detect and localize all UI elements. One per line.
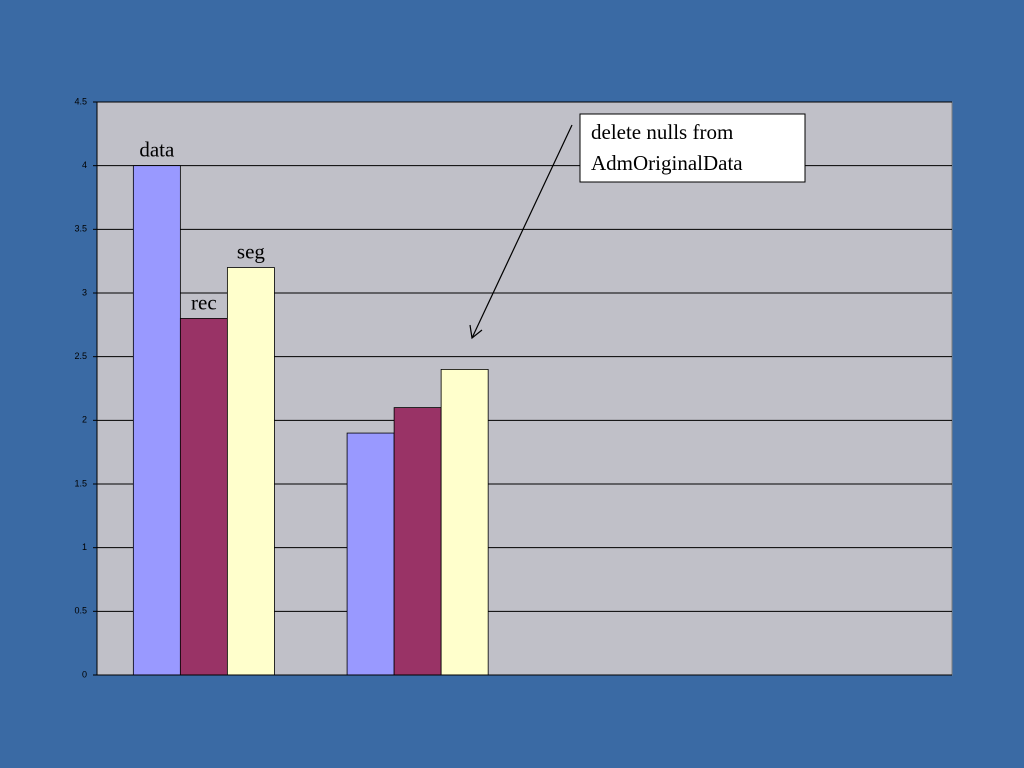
- y-tick-label: 0.5: [74, 606, 87, 616]
- bar: [226, 267, 275, 676]
- bar: [179, 318, 228, 676]
- y-tick-label: 4: [82, 160, 87, 170]
- arrow: [471, 124, 573, 339]
- y-tick-label: 0: [82, 669, 87, 679]
- series-label: rec: [191, 290, 217, 314]
- y-tick-label: 1: [82, 542, 87, 552]
- y-tick-label: 1.5: [74, 478, 87, 488]
- y-tick-label: 2.5: [74, 351, 87, 361]
- annotation-text: AdmOriginalData: [591, 151, 743, 175]
- bar: [440, 368, 489, 676]
- y-tick-label: 4.5: [74, 96, 87, 106]
- bar: [132, 165, 181, 676]
- arrow-head: [469, 324, 483, 340]
- bar: [393, 407, 442, 676]
- y-tick-label: 2: [82, 415, 87, 425]
- series-label: seg: [237, 239, 265, 263]
- annotation-text: delete nulls from: [591, 120, 733, 144]
- y-tick-label: 3.5: [74, 224, 87, 234]
- annotation-box: [579, 113, 806, 183]
- series-label: data: [139, 137, 175, 161]
- y-tick-label: 3: [82, 287, 87, 297]
- bar: [346, 432, 395, 676]
